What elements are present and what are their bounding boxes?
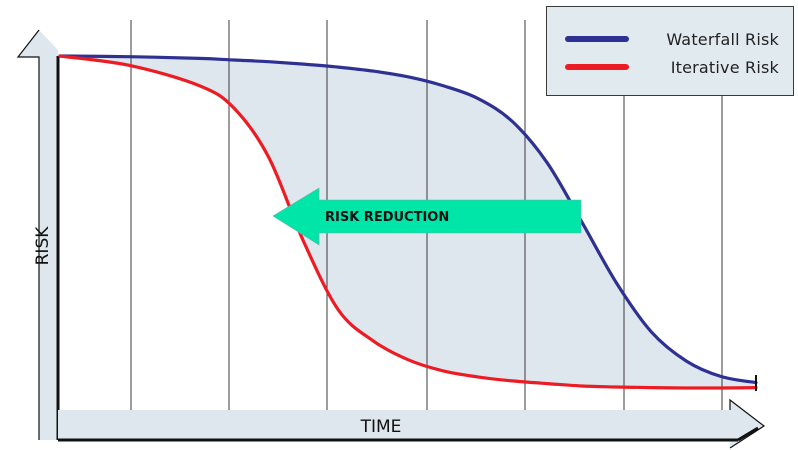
legend-label: Waterfall Risk <box>666 29 779 49</box>
x-axis <box>58 398 766 449</box>
legend-swatch <box>565 64 629 70</box>
legend: Waterfall Risk Iterative Risk <box>546 6 794 96</box>
risk-reduction-arrow <box>272 187 582 246</box>
legend-swatch <box>565 36 629 42</box>
series-line-waterfall-risk <box>58 54 758 385</box>
risk-reduction-label: RISK REDUCTION <box>325 210 449 225</box>
y-axis-arrow <box>18 30 58 440</box>
x-axis-title: TIME <box>360 417 402 437</box>
x-axis-arrow <box>58 400 764 448</box>
series-line-iterative-risk <box>58 54 758 390</box>
legend-item-waterfall-risk: Waterfall Risk <box>565 27 779 51</box>
y-axis-title: RISK <box>33 226 53 266</box>
legend-item-iterative-risk: Iterative Risk <box>565 55 779 79</box>
legend-label: Iterative Risk <box>670 57 779 77</box>
risk-reduction-annotation: RISK REDUCTION <box>272 187 582 246</box>
y-axis <box>16 29 60 440</box>
